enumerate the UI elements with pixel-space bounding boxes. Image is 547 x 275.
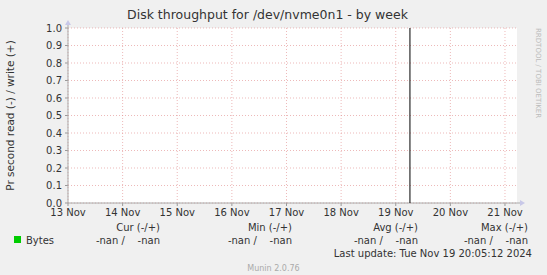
grid-line	[177, 28, 178, 203]
y-tick-label: 0.8	[46, 58, 62, 69]
legend-stat: -nan / -nan	[464, 235, 528, 246]
grid-line	[504, 28, 505, 203]
grid-line	[395, 28, 396, 203]
background	[0, 0, 547, 275]
grid-line	[231, 28, 232, 203]
legend-header: Cur (-/+)	[116, 222, 160, 233]
last-update: Last update: Tue Nov 19 20:05:12 2024	[334, 248, 532, 259]
x-tick-label: 16 Nov	[214, 207, 250, 218]
y-tick-label: 0.5	[46, 110, 62, 121]
y-axis	[68, 24, 69, 203]
legend-header: Max (-/+)	[481, 222, 528, 233]
grid-line	[68, 63, 517, 64]
title: Disk throughput for /dev/nvme0n1 - by we…	[127, 7, 409, 22]
grid-line	[68, 28, 517, 29]
x-tick-label: 20 Nov	[433, 207, 469, 218]
y-tick-label: 0.1	[46, 180, 62, 191]
y-tick-label: 0.2	[46, 163, 62, 174]
grid-line	[68, 98, 517, 99]
grid-line	[122, 28, 123, 203]
plot-area	[68, 28, 517, 203]
vertical-marker	[409, 28, 410, 203]
x-tick-label: 17 Nov	[269, 207, 305, 218]
grid-line	[68, 150, 517, 151]
legend-stat: -nan / -nan	[354, 235, 418, 246]
grid-line	[450, 28, 451, 203]
y-tick-label: 0.3	[46, 145, 62, 156]
grid-line	[68, 115, 517, 116]
grid-line	[341, 28, 342, 203]
chart: Disk throughput for /dev/nvme0n1 - by we…	[0, 0, 547, 275]
data-group	[409, 28, 410, 203]
x-axis-arrow	[520, 200, 525, 206]
legend-header: Min (-/+)	[248, 222, 292, 233]
legend-header: Avg (-/+)	[373, 222, 418, 233]
x-tick-label: 14 Nov	[105, 207, 141, 218]
y-axis-label: Pr second read (-) / write (+)	[4, 40, 16, 191]
y-tick-label: 0.7	[46, 75, 62, 86]
x-tick-label: 21 Nov	[487, 207, 523, 218]
y-tick-label: 1.0	[46, 23, 62, 34]
x-tick-label: 13 Nov	[50, 207, 86, 218]
legend-stat: -nan / -nan	[96, 235, 160, 246]
legend-stat: -nan / -nan	[228, 235, 292, 246]
legend-label: Bytes	[26, 235, 54, 246]
y-tick-label: 0.9	[46, 40, 62, 51]
x-tick-label: 15 Nov	[160, 207, 196, 218]
footer: Munin 2.0.76	[247, 264, 299, 273]
grid-line	[68, 168, 517, 169]
grid-line	[68, 80, 517, 81]
side-label: RRDTOOL / TOBI OETIKER	[534, 28, 542, 118]
y-tick-label: 0.6	[46, 93, 62, 104]
grid-line	[68, 185, 517, 186]
legend-swatch	[14, 236, 21, 243]
x-tick-label: 19 Nov	[378, 207, 414, 218]
x-tick-label: 18 Nov	[323, 207, 359, 218]
grid-line	[286, 28, 287, 203]
x-axis	[68, 203, 521, 204]
grid-line	[68, 133, 517, 134]
grid-line	[68, 45, 517, 46]
y-tick-label: 0.4	[46, 128, 62, 139]
y-axis-arrow	[65, 20, 71, 25]
